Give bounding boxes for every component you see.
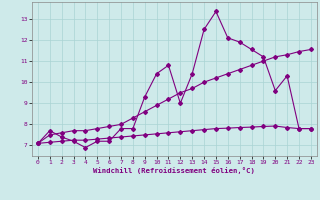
X-axis label: Windchill (Refroidissement éolien,°C): Windchill (Refroidissement éolien,°C) [93, 167, 255, 174]
